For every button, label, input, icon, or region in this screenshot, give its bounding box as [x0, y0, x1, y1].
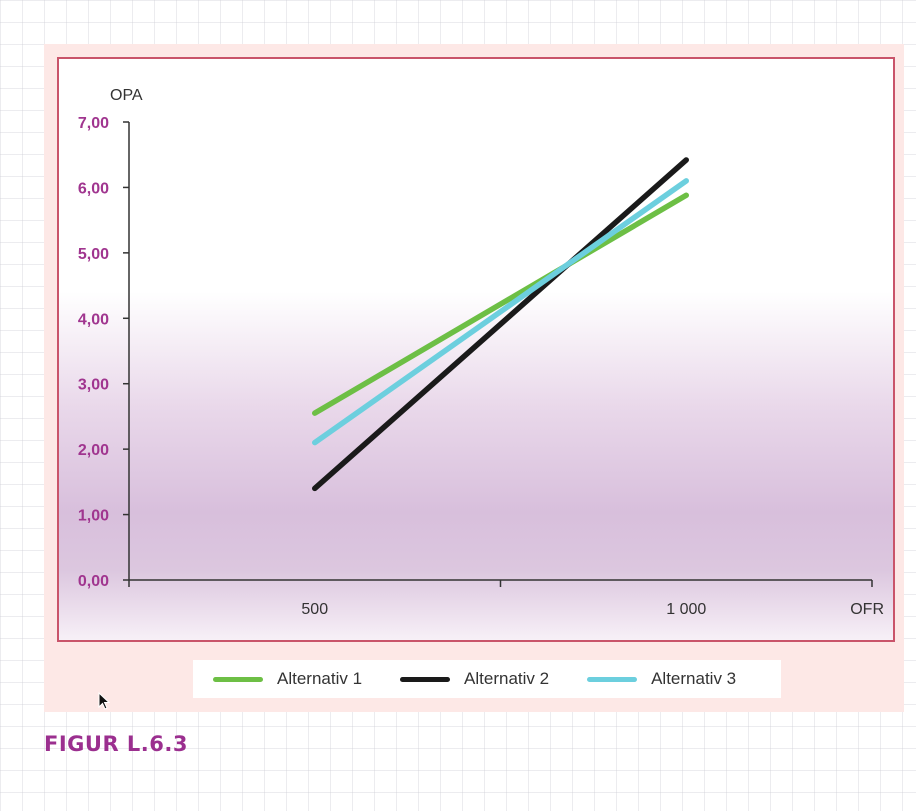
y-tick-label: 4,00: [78, 311, 109, 328]
y-tick-label: 5,00: [78, 246, 109, 263]
y-tick-label: 0,00: [78, 573, 109, 590]
series-line-3: [312, 178, 689, 446]
series-line-1: [312, 192, 689, 416]
y-tick-label: 7,00: [78, 115, 109, 132]
mouse-cursor-icon: [98, 692, 111, 710]
legend-label-alternativ-1: Alternativ 1: [277, 669, 363, 688]
legend-item-alternativ-2: Alternativ 2: [400, 669, 549, 689]
chart-axes: 0,00 1,00 2,00 3,00 4,00 5,00 6,00 7,00 500 1 000…: [78, 87, 884, 618]
series-line-2: [312, 157, 689, 492]
y-tick-label: 2,00: [78, 442, 109, 459]
legend-item-alternativ-1: Alternativ 1: [213, 669, 362, 689]
legend-swatch-alternativ-3: [587, 676, 638, 682]
x-tick-label: 1 000: [666, 601, 706, 618]
y-tick-label: 3,00: [78, 377, 109, 394]
figure-caption: FIGUR L.6.3: [44, 732, 188, 756]
legend-swatch-alternativ-2: [400, 676, 451, 682]
x-axis-label: OFR: [850, 601, 884, 618]
y-axis-label: OPA: [110, 87, 143, 104]
y-tick-label: 1,00: [78, 508, 109, 525]
x-tick-label: 500: [301, 601, 328, 618]
y-tick-label: 6,00: [78, 180, 109, 197]
legend-item-alternativ-3: Alternativ 3: [587, 669, 736, 689]
chart-legend: Alternativ 1 Alternativ 2 Alternativ 3: [193, 660, 781, 698]
series-lines: [312, 157, 689, 492]
legend-swatch-alternativ-1: [213, 676, 263, 682]
legend-label-alternativ-3: Alternativ 3: [651, 669, 737, 688]
legend-label-alternativ-2: Alternativ 2: [464, 669, 550, 688]
